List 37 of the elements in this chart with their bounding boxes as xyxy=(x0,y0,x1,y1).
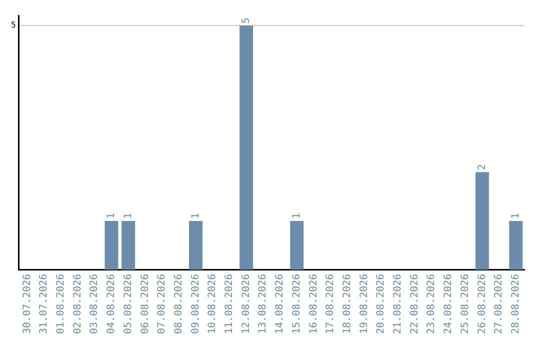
x-tick-label: 26.08.2026 xyxy=(476,274,488,334)
x-tick-label: 30.07.2026 xyxy=(22,274,33,334)
x-tick-label: 06.08.2026 xyxy=(140,274,151,334)
x-tick-label: 18.08.2026 xyxy=(342,274,353,334)
x-tick-label: 16.08.2026 xyxy=(308,274,320,334)
x-tick-label: 15.08.2026 xyxy=(291,274,302,334)
x-tick-label: 27.08.2026 xyxy=(494,274,505,334)
data-label: 2 xyxy=(476,164,488,170)
x-tick-label: 20.08.2026 xyxy=(376,274,387,334)
x-tick-label: 10.08.2026 xyxy=(207,274,218,334)
x-tick-label: 09.08.2026 xyxy=(190,274,202,334)
data-label: 1 xyxy=(106,212,118,219)
x-tick-label: 28.08.2026 xyxy=(510,274,522,334)
x-tick-label: 21.08.2026 xyxy=(392,274,404,334)
x-tick-label: 31.07.2026 xyxy=(38,274,50,334)
x-tick-label: 24.08.2026 xyxy=(443,274,454,334)
data-label: 5 xyxy=(240,18,252,24)
x-tick-label: 02.08.2026 xyxy=(72,274,84,334)
x-tick-label: 07.08.2026 xyxy=(156,274,168,334)
x-tick-label: 03.08.2026 xyxy=(89,274,100,334)
x-tick-label: 01.08.2026 xyxy=(56,274,67,334)
x-tick-label: 22.08.2026 xyxy=(409,274,420,334)
x-tick-label: 05.08.2026 xyxy=(122,274,134,334)
x-tick-label: 14.08.2026 xyxy=(274,274,286,334)
x-tick-label: 08.08.2026 xyxy=(173,274,184,334)
x-tick-label: 17.08.2026 xyxy=(325,274,336,334)
data-label: 1 xyxy=(122,212,134,219)
x-tick-label: 23.08.2026 xyxy=(426,274,438,334)
x-tick-label: 25.08.2026 xyxy=(460,274,471,334)
x-tick-label: 04.08.2026 xyxy=(106,274,118,334)
x-tick-label: 12.08.2026 xyxy=(240,274,252,334)
data-label: 1 xyxy=(190,212,202,219)
x-tick-label: 13.08.2026 xyxy=(258,274,269,334)
x-tick-label: 19.08.2026 xyxy=(358,274,370,334)
x-tick-label: 11.08.2026 xyxy=(224,274,236,334)
data-label: 1 xyxy=(510,212,522,219)
data-label: 1 xyxy=(291,212,302,219)
